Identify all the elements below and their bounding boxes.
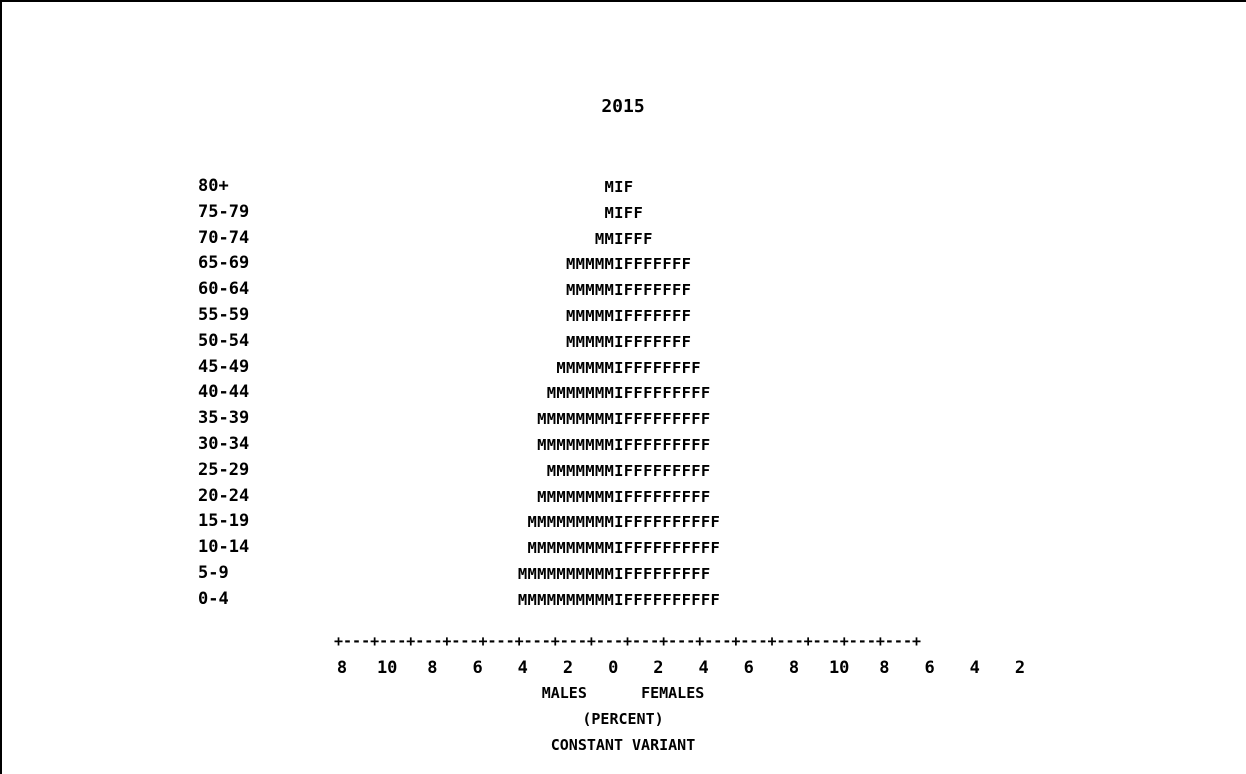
pyramid-bar-0-4: MMMMMMMMMMIFFFFFFFFFF (517, 590, 721, 609)
x-tick-label: 6 (472, 658, 483, 678)
pyramid-bar-35-39: MMMMMMMMIFFFFFFFFF (537, 410, 711, 429)
x-tick-label: 10 (376, 658, 398, 678)
age-group-label: 50-54 (198, 330, 250, 351)
chart-footnote: CONSTANT VARIANT (550, 736, 696, 754)
age-group-label: 35-39 (198, 408, 250, 429)
pyramid-bar-50-54: MMMMMIFFFFFFF (566, 332, 692, 351)
pyramid-bar-45-49: MMMMMMIFFFFFFFF (556, 358, 701, 377)
x-tick-label: 8 (788, 658, 800, 678)
age-group-label: 65-69 (198, 253, 250, 274)
pyramid-bar-30-34: MMMMMMMMIFFFFFFFFF (537, 436, 711, 454)
x-tick-label: 8 (427, 658, 438, 678)
age-group-label: 80+ (198, 176, 229, 196)
x-tick-label: 8 (336, 658, 348, 678)
x-axis-unit: (PERCENT) (582, 710, 664, 728)
x-tick-label: 2 (653, 658, 664, 678)
age-group-label: 55-59 (198, 305, 250, 325)
pyramid-bar-40-44: MMMMMMMIFFFFFFFFF (546, 384, 711, 403)
x-tick-label: 4 (698, 658, 709, 678)
age-group-label: 15-19 (198, 511, 250, 532)
x-tick-label: 6 (743, 658, 754, 678)
x-tick-label: 4 (517, 658, 528, 678)
pyramid-bar-15-19: MMMMMMMMMIFFFFFFFFFF (527, 513, 721, 532)
pyramid-bar-70-74: MMIFFF (594, 229, 653, 248)
x-axis-label: MALES FEMALES (0, 684, 1246, 702)
x-tick-label: 0 (608, 658, 619, 678)
age-group-label: 0-4 (198, 588, 229, 609)
x-tick-label: 2 (562, 658, 574, 678)
x-tick-label: 8 (879, 658, 890, 678)
pyramid-bar-25-29: MMMMMMMIFFFFFFFFF (546, 461, 711, 480)
age-group-label: 10-14 (198, 537, 250, 558)
x-axis-line: +---+---+---+---+---+---+---+---+---+---… (334, 632, 921, 650)
age-group-label: 20-24 (198, 485, 250, 506)
pyramid-bar-65-69: MMMMMIFFFFFFF (566, 255, 692, 274)
x-tick-label: 6 (924, 658, 935, 678)
age-group-label: 60-64 (198, 279, 250, 300)
x-tick-label: 2 (1014, 658, 1026, 678)
pyramid-bar-5-9: MMMMMMMMMMIFFFFFFFFF (517, 565, 711, 583)
age-group-label: 30-34 (198, 434, 250, 454)
x-tick-label: 10 (828, 658, 850, 678)
age-group-label: 5-9 (198, 563, 229, 583)
age-group-label: 75-79 (198, 201, 250, 222)
age-group-label: 70-74 (198, 227, 250, 248)
age-group-label: 40-44 (198, 382, 250, 403)
age-group-label: 25-29 (198, 459, 250, 480)
pyramid-bar-10-14: MMMMMMMMMIFFFFFFFFFF (527, 539, 721, 558)
pyramid-bar-75-79: MIFF (604, 203, 644, 222)
chart-title: 2015 (601, 96, 645, 117)
xlabel-females: FEMALES (641, 684, 705, 702)
xlabel-males: MALES (541, 684, 587, 702)
pyramid-bar-55-59: MMMMMIFFFFFFF (566, 307, 692, 325)
pyramid-bar-60-64: MMMMMIFFFFFFF (566, 281, 692, 300)
x-tick-label: 4 (969, 658, 980, 678)
pyramid-bar-20-24: MMMMMMMMIFFFFFFFFF (537, 487, 711, 506)
pyramid-bar-80+: MIF (604, 178, 634, 196)
age-group-label: 45-49 (198, 356, 250, 377)
